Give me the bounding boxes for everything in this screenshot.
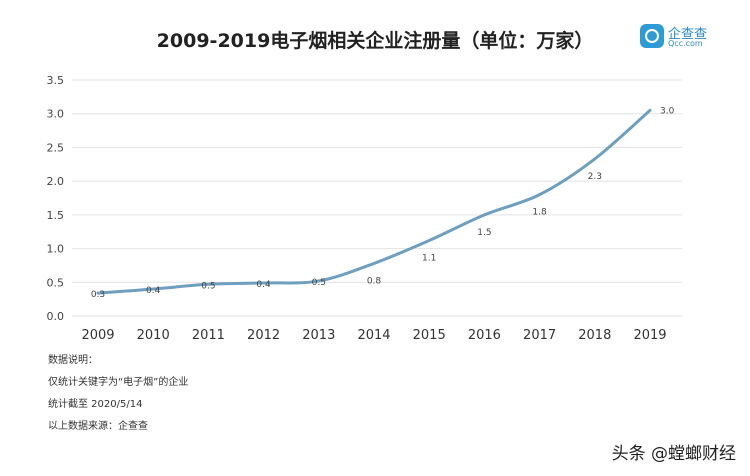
data-label: 0.8 [367,276,382,286]
qichacha-logo-icon [640,24,664,48]
data-notes: 数据说明： 仅统计关键字为“电子烟”的企业 统计截至 2020/5/14 以上数… [48,350,188,438]
x-tick-label: 2011 [192,328,225,343]
x-tick-label: 2014 [357,328,390,343]
y-tick-label: 0.5 [47,276,65,289]
x-tick-label: 2010 [137,328,170,343]
note-heading: 数据说明： [48,355,98,366]
data-label: 2.3 [588,172,602,182]
x-tick-label: 2016 [468,328,501,343]
y-tick-label: 1.5 [47,209,65,222]
data-label: 1.5 [477,228,491,238]
note-source: 以上数据来源：企查查 [48,421,148,432]
x-tick-label: 2013 [302,328,335,343]
y-tick-label: 2.0 [47,175,65,188]
line-chart: 0.0 0.5 1.0 1.5 2.0 2.5 3.0 3.5 2009 2010 2011 2012… [47,74,682,343]
x-tick-label: 2017 [523,328,556,343]
note-keyword: 仅统计关键字为“电子烟”的企业 [48,377,189,388]
series-line [96,108,652,295]
note-date: 统计截至 2020/5/14 [48,399,143,410]
data-label: 0.5 [201,281,215,291]
x-tick-label: 2009 [81,328,114,343]
data-label: 0.4 [256,280,271,290]
y-tick-label: 0.0 [47,310,65,323]
y-tick-label: 2.5 [47,141,65,154]
logo-name: 企查查 [668,27,708,42]
chart-title: 2009-2019电子烟相关企业注册量（单位：万家） [156,30,594,52]
x-tick-label: 2012 [247,328,280,343]
data-label: 0.3 [91,290,105,300]
x-tick-label: 2015 [413,328,446,343]
data-label: 0.5 [312,278,326,288]
x-tick-label: 2018 [578,328,611,343]
watermark: 头条 @螳螂财经 [611,444,736,464]
logo-domain: Qcc.com [668,39,703,48]
y-tick-label: 3.0 [47,108,65,121]
qichacha-logo: 企查查 Qcc.com [640,24,740,50]
data-label: 3.0 [660,106,675,116]
data-label: 1.1 [422,253,436,263]
y-tick-label: 3.5 [47,74,65,87]
x-tick-label: 2019 [633,328,666,343]
data-label: 1.8 [532,208,547,218]
data-label: 0.4 [146,286,161,296]
y-tick-label: 1.0 [47,243,65,256]
